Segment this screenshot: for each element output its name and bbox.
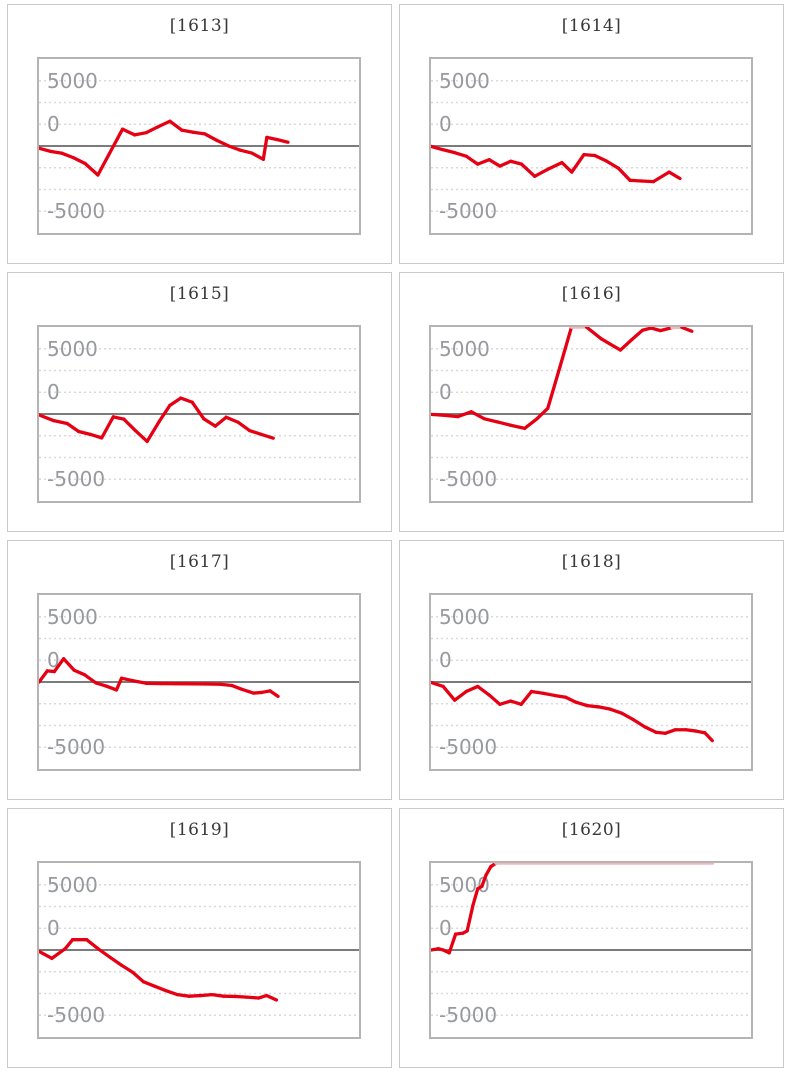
y-label-neg-5000: -5000 [439, 1003, 498, 1028]
series-line-layer [39, 396, 275, 444]
y-label-0: 0 [47, 648, 60, 673]
chart-panel: [1618] 5000 0 -5000 [399, 540, 784, 800]
y-label-5000: 5000 [47, 68, 98, 93]
chart-title: [1617] [169, 552, 230, 572]
series-line-layer [431, 863, 715, 955]
y-label-0: 0 [47, 380, 60, 405]
series-line-layer [431, 144, 682, 184]
y-axis-labels: 5000 0 -5000 [39, 595, 359, 769]
y-label-neg-5000: -5000 [47, 199, 106, 224]
chart-panel: [1620] 5000 0 -5000 [399, 808, 784, 1068]
y-label-5000: 5000 [439, 604, 490, 629]
plot-area: 5000 0 -5000 [429, 325, 753, 503]
gridlines-layer [431, 616, 751, 748]
y-axis-labels: 5000 0 -5000 [39, 863, 359, 1037]
series-line-layer [431, 680, 714, 743]
y-axis-labels: 5000 0 -5000 [431, 327, 751, 501]
y-label-neg-5000: -5000 [439, 735, 498, 760]
y-axis-labels: 5000 0 -5000 [39, 59, 359, 233]
gridlines-layer [431, 80, 751, 212]
chart-title: [1618] [561, 552, 622, 572]
chart-title: [1614] [561, 16, 622, 36]
plot-area: 5000 0 -5000 [37, 325, 361, 503]
y-label-neg-5000: -5000 [47, 1003, 106, 1028]
plot-area: 5000 0 -5000 [37, 593, 361, 771]
plot-area: 5000 0 -5000 [37, 57, 361, 235]
y-axis-labels: 5000 0 -5000 [431, 595, 751, 769]
series-line-layer [431, 327, 694, 431]
chart-panel: [1613] 5000 0 -5000 [7, 4, 392, 264]
y-axis-labels: 5000 0 -5000 [431, 59, 751, 233]
chart-title: [1615] [169, 284, 230, 304]
chart-panel: [1615] 5000 0 -5000 [7, 272, 392, 532]
y-label-neg-5000: -5000 [47, 467, 106, 492]
chart-panel: [1619] 5000 0 -5000 [7, 808, 392, 1068]
y-label-5000: 5000 [439, 68, 490, 93]
chart-panel: [1617] 5000 0 -5000 [7, 540, 392, 800]
gridlines-layer [39, 616, 359, 748]
gridlines-layer [39, 80, 359, 212]
gridlines-layer [39, 884, 359, 1016]
y-label-neg-5000: -5000 [439, 199, 498, 224]
y-label-5000: 5000 [47, 872, 98, 897]
series-line-layer [39, 119, 290, 177]
plot-area: 5000 0 -5000 [429, 57, 753, 235]
y-label-5000: 5000 [439, 336, 490, 361]
gridlines-layer [431, 884, 751, 1016]
y-axis-labels: 5000 0 -5000 [39, 327, 359, 501]
y-label-5000: 5000 [47, 604, 98, 629]
y-label-0: 0 [439, 916, 452, 941]
y-label-0: 0 [47, 916, 60, 941]
gridlines-layer [431, 348, 751, 480]
plot-area: 5000 0 -5000 [37, 861, 361, 1039]
y-label-0: 0 [47, 112, 60, 137]
chart-title: [1620] [561, 820, 622, 840]
y-label-neg-5000: -5000 [47, 735, 106, 760]
y-label-0: 0 [439, 380, 452, 405]
y-label-0: 0 [439, 112, 452, 137]
y-label-0: 0 [439, 648, 452, 673]
plot-area: 5000 0 -5000 [429, 593, 753, 771]
chart-panel: [1616] 5000 0 -5000 [399, 272, 784, 532]
y-label-neg-5000: -5000 [439, 467, 498, 492]
series-line-layer [39, 657, 280, 699]
y-label-5000: 5000 [47, 336, 98, 361]
chart-title: [1616] [561, 284, 622, 304]
chart-panel: [1614] 5000 0 -5000 [399, 4, 784, 264]
plot-area: 5000 0 -5000 [429, 861, 753, 1039]
chart-title: [1619] [169, 820, 230, 840]
series-line-layer [39, 938, 279, 1002]
chart-title: [1613] [169, 16, 230, 36]
